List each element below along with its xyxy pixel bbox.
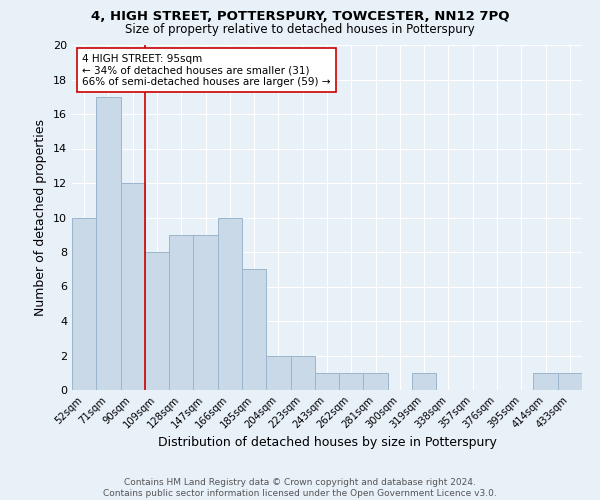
Bar [96,97,121,390]
Text: Size of property relative to detached houses in Potterspury: Size of property relative to detached ho… [125,22,475,36]
Bar [364,373,388,390]
Bar [72,218,96,390]
Bar [266,356,290,390]
Y-axis label: Number of detached properties: Number of detached properties [34,119,47,316]
Bar [290,356,315,390]
Bar [218,218,242,390]
Text: 4, HIGH STREET, POTTERSPURY, TOWCESTER, NN12 7PQ: 4, HIGH STREET, POTTERSPURY, TOWCESTER, … [91,10,509,23]
Bar [412,373,436,390]
Bar [339,373,364,390]
Text: 4 HIGH STREET: 95sqm
← 34% of detached houses are smaller (31)
66% of semi-detac: 4 HIGH STREET: 95sqm ← 34% of detached h… [82,54,331,87]
X-axis label: Distribution of detached houses by size in Potterspury: Distribution of detached houses by size … [158,436,496,449]
Bar [533,373,558,390]
Bar [145,252,169,390]
Bar [169,235,193,390]
Bar [315,373,339,390]
Bar [193,235,218,390]
Bar [121,183,145,390]
Bar [242,269,266,390]
Bar [558,373,582,390]
Text: Contains HM Land Registry data © Crown copyright and database right 2024.
Contai: Contains HM Land Registry data © Crown c… [103,478,497,498]
